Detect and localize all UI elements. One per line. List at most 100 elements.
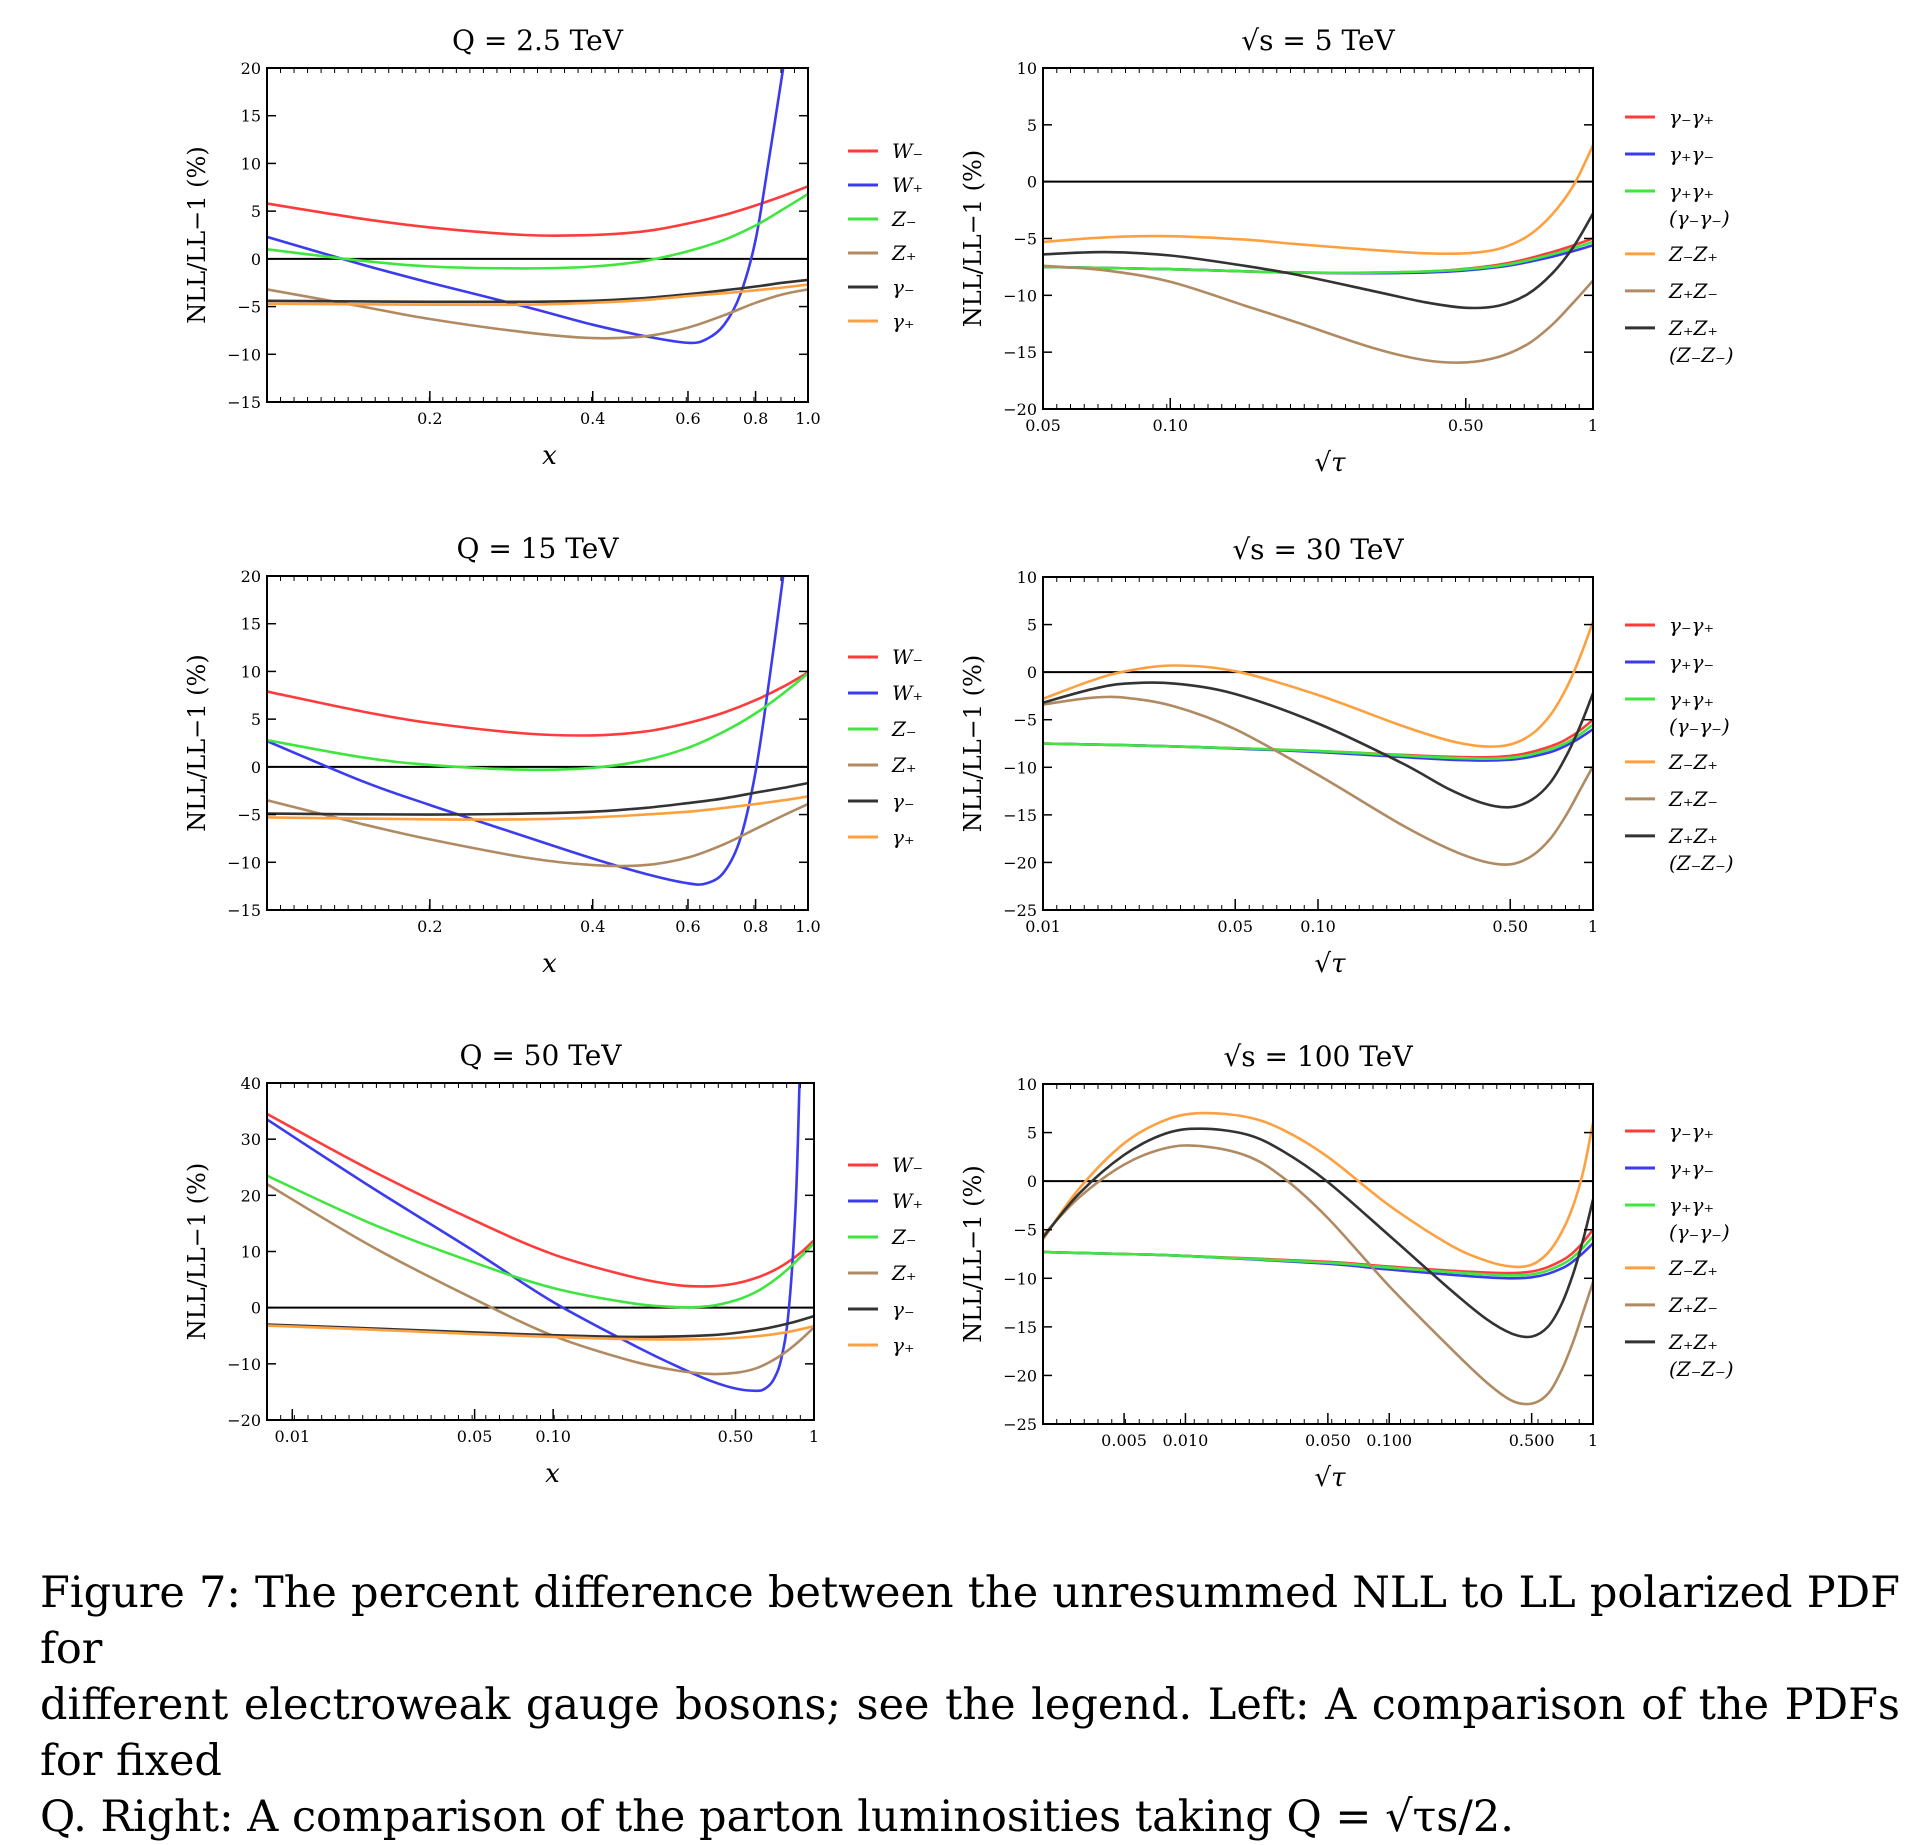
- legend-label: (γ₋γ₋): [1669, 1220, 1730, 1244]
- y-tick-label: 10: [1017, 59, 1037, 78]
- chart-title: √s = 5 TeV: [1241, 24, 1395, 57]
- legend-label: γ₊γ₋: [1669, 650, 1714, 674]
- series-line-5: [1043, 1144, 1593, 1406]
- series-line-3: [267, 672, 808, 772]
- series-line-2: [267, 576, 785, 886]
- x-tick-label: 1: [809, 1427, 819, 1446]
- series-line-6: [267, 1324, 814, 1341]
- x-tick-label: 0.10: [535, 1427, 571, 1446]
- y-tick-label: 10: [241, 1243, 261, 1262]
- series-line-6: [1043, 212, 1593, 310]
- y-tick-label: 5: [251, 202, 261, 221]
- series-line-4: [1043, 144, 1593, 256]
- series-line-5: [1043, 695, 1593, 866]
- y-tick-label: 10: [1017, 568, 1037, 587]
- y-tick-label: −10: [1003, 286, 1037, 305]
- legend-label: Z₋Z₊: [1668, 1256, 1718, 1280]
- y-tick-label: −10: [227, 345, 261, 364]
- x-axis-label: x: [542, 441, 557, 471]
- y-tick-label: −5: [1013, 1221, 1037, 1240]
- legend-label: W₋: [892, 1153, 923, 1177]
- y-tick-label: 20: [241, 567, 261, 586]
- legend-label: γ₊γ₋: [1669, 142, 1714, 166]
- y-tick-label: 30: [241, 1130, 261, 1149]
- chart-panel-2: √s = 5 TeV −20 −15 −10 −5 0 5 10 0.05 0.10 0.50 1 √τ…: [959, 24, 1734, 478]
- x-tick-label: 0.01: [274, 1427, 310, 1446]
- series-line-3: [1043, 1235, 1593, 1277]
- chart-panel-1: Q = 2.5 TeV −15 −10 −5 0 5 10 15 20 0.2 0.4 0.6 0.8 1…: [183, 24, 923, 471]
- x-axis-label: x: [545, 1459, 560, 1489]
- y-tick-label: −10: [227, 1355, 261, 1374]
- y-tick-label: 0: [1027, 663, 1037, 682]
- chart-title: √s = 30 TeV: [1232, 533, 1404, 566]
- legend-label: Z₊Z₋: [1668, 279, 1718, 303]
- caption-line-1: Figure 7: The percent difference between…: [40, 1568, 1900, 1674]
- y-tick-label: −15: [227, 393, 261, 412]
- chart-title: Q = 2.5 TeV: [452, 24, 624, 57]
- legend-label: Z₊Z₊: [1668, 1330, 1718, 1354]
- legend-label: Z₊Z₊: [1668, 824, 1718, 848]
- y-tick-label: −10: [227, 853, 261, 872]
- y-tick-label: −5: [1013, 711, 1037, 730]
- y-tick-label: −15: [1003, 343, 1037, 362]
- x-tick-label: 0.05: [1025, 416, 1061, 435]
- y-tick-label: −15: [1003, 1318, 1037, 1337]
- y-axis-label: NLL/LL−1 (%): [959, 1165, 987, 1342]
- y-tick-label: 10: [1017, 1075, 1037, 1094]
- legend-label: γ₊γ₋: [1669, 1156, 1714, 1180]
- y-tick-label: 20: [241, 59, 261, 78]
- series-line-5: [267, 1314, 814, 1339]
- x-axis-label: √τ: [1315, 1463, 1347, 1493]
- y-tick-label: 40: [241, 1074, 261, 1093]
- legend-label: Z₋: [891, 717, 916, 741]
- y-tick-label: 5: [251, 710, 261, 729]
- legend: W₋ W₊ Z₋ Z₊ γ₋ γ₊: [848, 139, 923, 333]
- x-tick-label: 0.05: [1217, 917, 1253, 936]
- legend-label: W₊: [892, 1189, 923, 1213]
- y-tick-label: 0: [251, 1299, 261, 1318]
- y-axis-label: NLL/LL−1 (%): [183, 654, 211, 831]
- x-tick-label: 0.05: [457, 1427, 493, 1446]
- x-tick-label: 0.050: [1305, 1431, 1351, 1450]
- y-tick-label: −10: [1003, 758, 1037, 777]
- x-tick-label: 0.50: [718, 1427, 754, 1446]
- y-tick-label: −20: [1003, 400, 1037, 419]
- x-tick-label: 0.6: [675, 409, 700, 428]
- series-line-4: [267, 799, 808, 868]
- y-tick-label: 0: [1027, 173, 1037, 192]
- y-tick-label: 0: [251, 758, 261, 777]
- legend: γ₋γ₊ γ₊γ₋ γ₊γ₊ (γ₋γ₋) Z₋Z₊ Z₊Z₋ Z₊Z₊ (Z₋Z₋): [1625, 105, 1734, 367]
- series-line-5: [267, 781, 808, 816]
- series-line-6: [267, 283, 808, 307]
- legend-label: γ₊: [892, 309, 915, 333]
- x-tick-label: 1.0: [795, 409, 820, 428]
- y-tick-label: −5: [1013, 230, 1037, 249]
- x-tick-label: 0.8: [743, 409, 768, 428]
- legend-label: γ₋: [892, 789, 915, 813]
- legend-label: W₊: [892, 173, 923, 197]
- x-tick-label: 0.500: [1509, 1431, 1555, 1450]
- y-tick-label: −20: [227, 1411, 261, 1430]
- series-line-4: [267, 288, 808, 340]
- y-axis-label: NLL/LL−1 (%): [959, 150, 987, 327]
- series-line-2: [267, 68, 785, 345]
- legend-label: γ₊γ₊: [1669, 1193, 1714, 1217]
- y-tick-label: 5: [1027, 1124, 1037, 1143]
- chart-title: Q = 50 TeV: [459, 1039, 622, 1072]
- x-tick-label: 1: [1588, 1431, 1598, 1450]
- x-tick-label: 0.2: [417, 409, 442, 428]
- series-line-5: [1043, 264, 1593, 364]
- chart-panel-3: Q = 15 TeV −15 −10 −5 0 5 10 15 20 0.2 0.4 0.6 0.8 1.…: [183, 532, 923, 979]
- series-line-6: [267, 795, 808, 821]
- y-tick-label: 0: [1027, 1172, 1037, 1191]
- legend: γ₋γ₊ γ₊γ₋ γ₊γ₊ (γ₋γ₋) Z₋Z₊ Z₊Z₋ Z₊Z₊ (Z₋Z₋): [1625, 1119, 1734, 1381]
- legend-label: Z₋: [891, 1225, 916, 1249]
- legend: γ₋γ₊ γ₊γ₋ γ₊γ₊ (γ₋γ₋) Z₋Z₊ Z₊Z₋ Z₊Z₊ (Z₋Z₋): [1625, 613, 1734, 875]
- plot-frame: [266, 1082, 815, 1421]
- chart-panel-6: √s = 100 TeV −25 −20 −15 −10 −5 0 5 10 0.005 0.010…: [959, 1040, 1734, 1493]
- legend-label: Z₊Z₋: [1668, 1293, 1718, 1317]
- x-tick-label: 1.0: [795, 917, 820, 936]
- legend-label: γ₋γ₊: [1669, 613, 1714, 637]
- y-tick-label: 10: [241, 662, 261, 681]
